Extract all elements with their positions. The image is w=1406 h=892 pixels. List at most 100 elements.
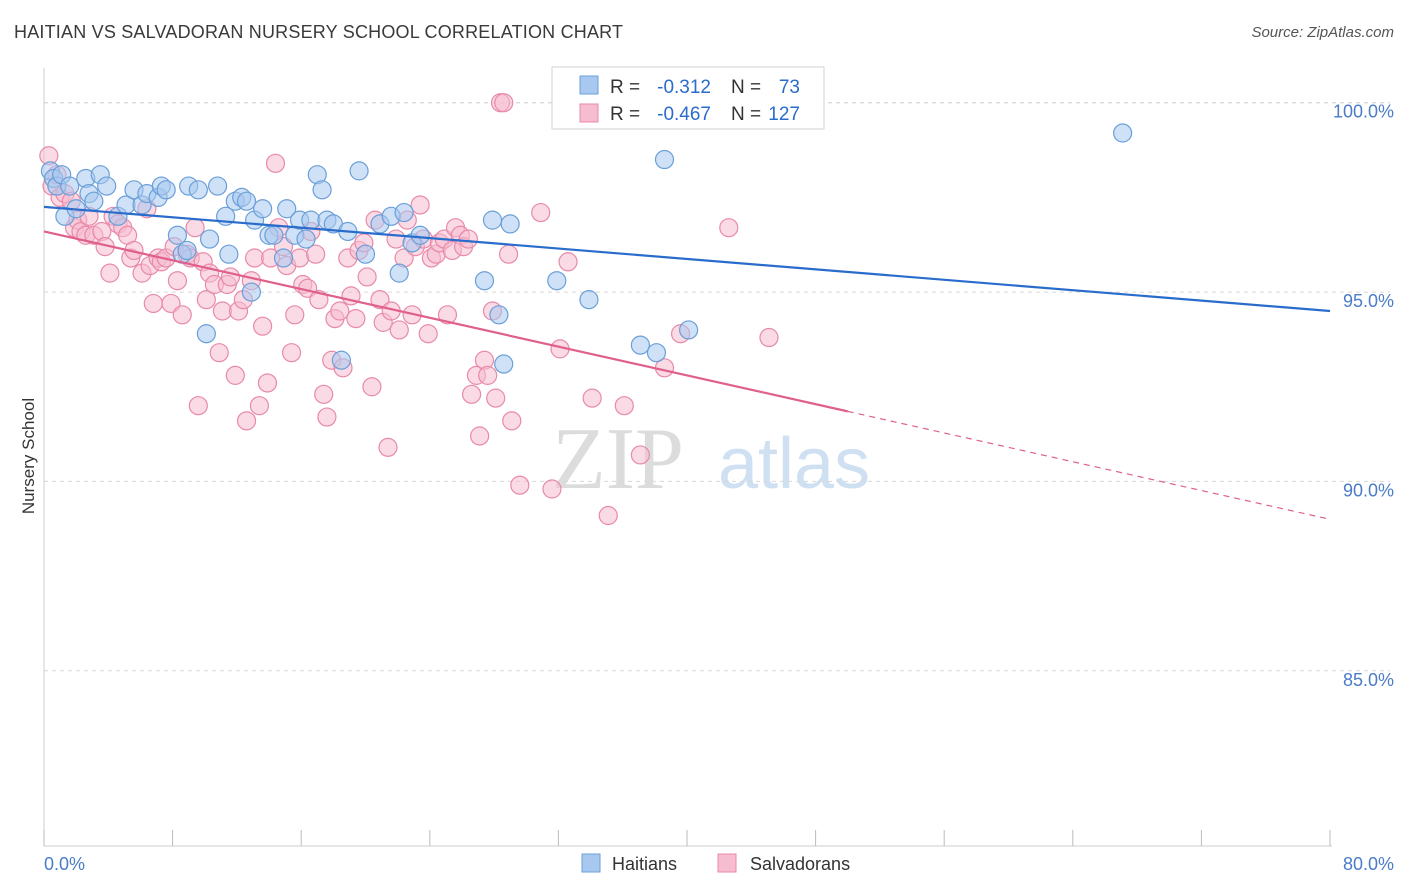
watermark-atlas: atlas bbox=[718, 424, 870, 504]
haitian-point bbox=[331, 350, 351, 370]
salvadoran-point bbox=[719, 218, 739, 238]
watermark-zip: ZIP bbox=[552, 411, 684, 508]
legend-swatch-salvadorans bbox=[717, 853, 737, 873]
watermark: ZIP atlas bbox=[552, 411, 870, 508]
chart-title: HAITIAN VS SALVADORAN NURSERY SCHOOL COR… bbox=[14, 22, 624, 42]
salvadoran-point bbox=[410, 195, 430, 215]
salvadoran-point bbox=[478, 365, 498, 385]
salvadoran-point bbox=[461, 384, 482, 404]
salvadoran-point bbox=[494, 93, 514, 113]
haitian-point bbox=[177, 240, 197, 261]
salvadoran-point bbox=[498, 244, 519, 264]
stats-n-value-haitians: 73 bbox=[779, 77, 800, 98]
haitian-point bbox=[1113, 123, 1133, 143]
salvadoran-point bbox=[212, 301, 233, 321]
stats-legend: R = -0.312 N = 73 R = -0.467 N = 127 bbox=[551, 66, 825, 130]
salvadoran-point bbox=[188, 396, 208, 416]
salvadoran-point bbox=[630, 445, 650, 465]
stats-n-label-haitians: N = bbox=[731, 77, 761, 98]
y-tick-label: 85.0% bbox=[1343, 670, 1394, 690]
bottom-legend: Haitians Salvadorans bbox=[581, 853, 850, 874]
y-tick-label: 95.0% bbox=[1343, 291, 1394, 311]
salvadoran-point bbox=[172, 305, 192, 325]
haitian-point bbox=[349, 161, 369, 181]
salvadoran-point bbox=[510, 475, 530, 495]
salvadoran-point bbox=[209, 343, 229, 363]
haitian-point bbox=[273, 248, 294, 268]
legend-swatch-haitians bbox=[581, 853, 601, 873]
x-tick-label-min: 0.0% bbox=[44, 854, 85, 874]
salvadoran-point bbox=[309, 290, 329, 310]
salvadoran-point bbox=[759, 327, 779, 348]
salvadoran-point bbox=[418, 324, 438, 344]
salvadoran-point bbox=[330, 301, 350, 321]
haitian-point bbox=[389, 263, 409, 283]
haitian-point bbox=[264, 225, 284, 245]
salvadoran-point bbox=[289, 248, 310, 268]
salvadoran-point bbox=[167, 271, 188, 291]
haitian-point bbox=[579, 290, 599, 310]
haitian-point bbox=[296, 229, 316, 249]
legend-label-salvadorans: Salvadorans bbox=[750, 854, 850, 874]
y-tick-label: 100.0% bbox=[1333, 102, 1394, 122]
salvadoran-point bbox=[314, 384, 334, 404]
haitian-point bbox=[646, 343, 667, 363]
haitian-point bbox=[654, 149, 675, 170]
salvadoran-point bbox=[346, 308, 366, 329]
salvadoran-point bbox=[249, 396, 270, 416]
salvadoran-point bbox=[357, 267, 377, 287]
haitian-point bbox=[630, 335, 650, 355]
stats-swatch-salvadorans bbox=[579, 103, 599, 123]
haitian-point bbox=[84, 191, 104, 211]
source-label: Source: ZipAtlas.com bbox=[1251, 24, 1394, 41]
haitian-point bbox=[167, 225, 188, 245]
x-tick-label-max: 80.0% bbox=[1343, 854, 1394, 874]
salvadoran-point bbox=[285, 305, 305, 325]
salvadoran-point bbox=[317, 407, 337, 427]
y-tick-labels: 85.0% 90.0% 95.0% 100.0% bbox=[1333, 102, 1394, 690]
stats-r-label-haitians: R = bbox=[610, 77, 640, 98]
salvadoran-point bbox=[470, 426, 490, 446]
haitian-point bbox=[494, 354, 514, 374]
legend-label-haitians: Haitians bbox=[612, 854, 677, 874]
haitian-point bbox=[394, 202, 414, 223]
haitian-point bbox=[208, 176, 228, 196]
salvadoran-point bbox=[185, 218, 205, 238]
salvadoran-point bbox=[244, 248, 265, 268]
salvadoran-point bbox=[582, 388, 602, 408]
haitian-point bbox=[489, 305, 509, 325]
salvadoran-point bbox=[236, 411, 257, 431]
haitian-point bbox=[219, 244, 239, 264]
salvadoran-point bbox=[196, 290, 216, 310]
haitian-point bbox=[241, 282, 261, 302]
salvadoran-point bbox=[502, 411, 522, 431]
salvadoran-point bbox=[558, 252, 578, 272]
haitian-point bbox=[188, 180, 208, 200]
haitian-point bbox=[355, 244, 376, 264]
haitian-point bbox=[301, 210, 321, 230]
salvadoran-point bbox=[257, 373, 278, 393]
salvadoran-point bbox=[253, 316, 273, 336]
y-tick-label: 90.0% bbox=[1343, 480, 1394, 500]
trend-line-1 bbox=[43, 230, 848, 413]
salvadoran-point bbox=[281, 343, 302, 363]
stats-r-label-salvadorans: R = bbox=[610, 104, 640, 125]
stats-swatch-haitians bbox=[579, 75, 599, 95]
haitian-point bbox=[679, 320, 699, 340]
haitian-point bbox=[547, 271, 567, 291]
haitian-point bbox=[500, 214, 520, 234]
salvadoran-point bbox=[100, 263, 120, 283]
salvadoran-point bbox=[614, 396, 634, 416]
salvadoran-point bbox=[306, 244, 326, 264]
salvadoran-point bbox=[386, 229, 406, 249]
haitian-point bbox=[312, 180, 332, 200]
stats-r-value-haitians: -0.312 bbox=[657, 77, 711, 98]
salvadoran-point bbox=[220, 267, 241, 287]
salvadoran-point bbox=[225, 365, 245, 385]
gridlines bbox=[44, 102, 1390, 672]
trend-line-0 bbox=[43, 205, 1331, 313]
salvadoran-point bbox=[542, 479, 562, 499]
salvadoran-point bbox=[531, 202, 551, 223]
stats-r-value-salvadorans: -0.467 bbox=[657, 104, 711, 125]
